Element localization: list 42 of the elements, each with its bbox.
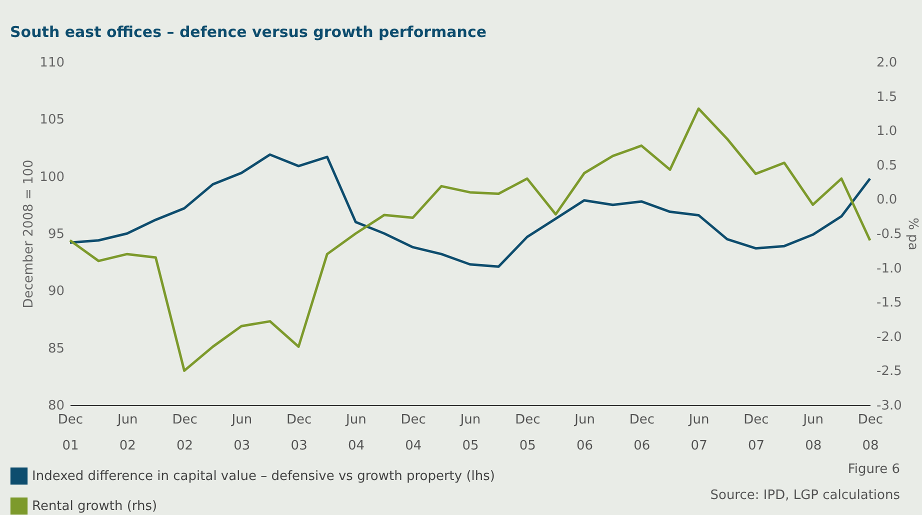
y2-tick-label: -1.5 <box>876 296 902 311</box>
y2-tick-label: -3.0 <box>876 398 902 414</box>
x-tick-label: Dec 08 <box>858 412 884 454</box>
y-tick-label: 85 <box>48 341 64 356</box>
y2-tick-label: 1.0 <box>876 124 898 140</box>
chart-title: South east offices – defence versus growth performance <box>10 23 487 41</box>
y2-axis-title: % pa <box>904 218 920 250</box>
y2-tick-label: -2.0 <box>876 330 902 345</box>
x-tick-label: Jun 07 <box>688 412 710 454</box>
x-tick-label: Dec 01 <box>58 412 84 454</box>
x-tick-label: Jun 05 <box>459 412 481 454</box>
caption: Figure 6 <box>848 462 900 477</box>
x-tick-label: Jun 03 <box>230 412 252 454</box>
y-tick-label: 100 <box>40 170 64 185</box>
y-tick-label: 80 <box>48 398 64 414</box>
y2-tick-label: -2.5 <box>876 364 902 380</box>
x-tick-label: Dec 07 <box>744 412 769 454</box>
line-series <box>68 153 872 268</box>
y2-tick-label: 0.0 <box>876 192 898 208</box>
y-tick-label: 105 <box>40 112 64 128</box>
x-tick-label: Dec 05 <box>515 412 540 454</box>
x-tick-label: Jun 08 <box>802 412 824 454</box>
y-tick-label: 95 <box>48 227 64 242</box>
x-tick-label: Dec 02 <box>172 412 198 454</box>
y-tick-label: 110 <box>40 56 64 70</box>
x-tick-label: Dec 04 <box>400 412 426 454</box>
y2-tick-label: 0.5 <box>876 158 898 174</box>
x-tick-label: Jun 02 <box>116 412 138 454</box>
y-tick-label: 90 <box>48 284 64 300</box>
y2-tick-label: -0.5 <box>876 227 902 242</box>
x-tick-label: Dec 06 <box>629 412 655 454</box>
x-tick-label: Jun 04 <box>345 412 366 454</box>
y2-tick-label: 2.0 <box>876 56 898 70</box>
source-note: Source: IPD, LGP calculations <box>710 488 900 503</box>
legend-label: Indexed difference in capital value – defensive vs growth property (lhs) <box>32 469 495 484</box>
y2-tick-label: -1.0 <box>876 261 902 276</box>
line-series <box>68 107 872 372</box>
y-axis-title: December 2008 = 100 <box>22 160 37 308</box>
x-tick-label: Jun 06 <box>574 412 595 454</box>
legend-label: Rental growth (rhs) <box>32 499 158 514</box>
y2-tick-label: 1.5 <box>876 90 898 105</box>
x-tick-label: Dec 03 <box>286 412 312 454</box>
